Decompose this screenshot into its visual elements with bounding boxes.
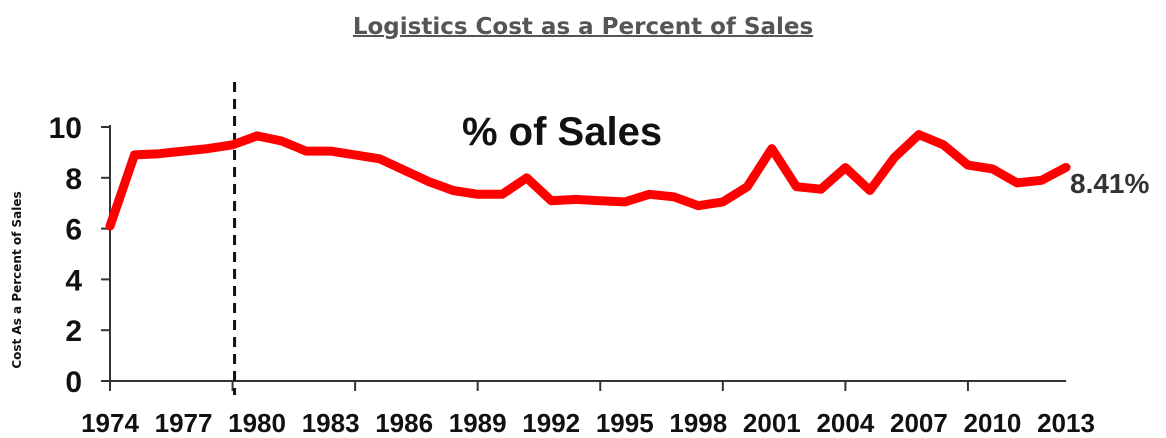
y-tick-label: 10	[49, 112, 82, 145]
x-tick-label: 2007	[890, 408, 948, 438]
x-tick-label: 1977	[155, 408, 213, 438]
x-tick-label: 1983	[302, 408, 360, 438]
chart-title: Logistics Cost as a Percent of Sales	[352, 14, 814, 40]
x-ticks: 1974 1977 1980 1983 1986 1989 1992 1995 1998 2001…	[81, 381, 1095, 438]
x-tick-label: 2004	[816, 408, 874, 438]
y-tick-label: 0	[65, 366, 82, 399]
y-tick-label: 6	[65, 214, 82, 247]
series-annotation: % of Sales	[462, 110, 663, 154]
x-tick-label: 1980	[228, 408, 286, 438]
x-tick-label: 1998	[669, 408, 727, 438]
x-tick-label: 1974	[81, 408, 139, 438]
x-tick-label: 2010	[964, 408, 1022, 438]
series-layer	[105, 130, 1071, 231]
series-line	[105, 130, 1071, 231]
y-ticks: 0 2 4 6 8 10	[49, 112, 110, 399]
x-tick-label: 2001	[743, 408, 801, 438]
y-tick-label: 2	[65, 315, 82, 348]
x-tick-label: 1989	[449, 408, 507, 438]
x-tick-label: 1986	[375, 408, 433, 438]
axes	[109, 125, 1066, 382]
x-tick-label: 1995	[596, 408, 654, 438]
x-tick-label: 1992	[522, 408, 580, 438]
y-tick-label: 4	[65, 264, 82, 297]
y-tick-label: 8	[65, 163, 82, 196]
x-tick-label: 2013	[1037, 408, 1095, 438]
end-value-label: 8.41%	[1070, 168, 1150, 199]
